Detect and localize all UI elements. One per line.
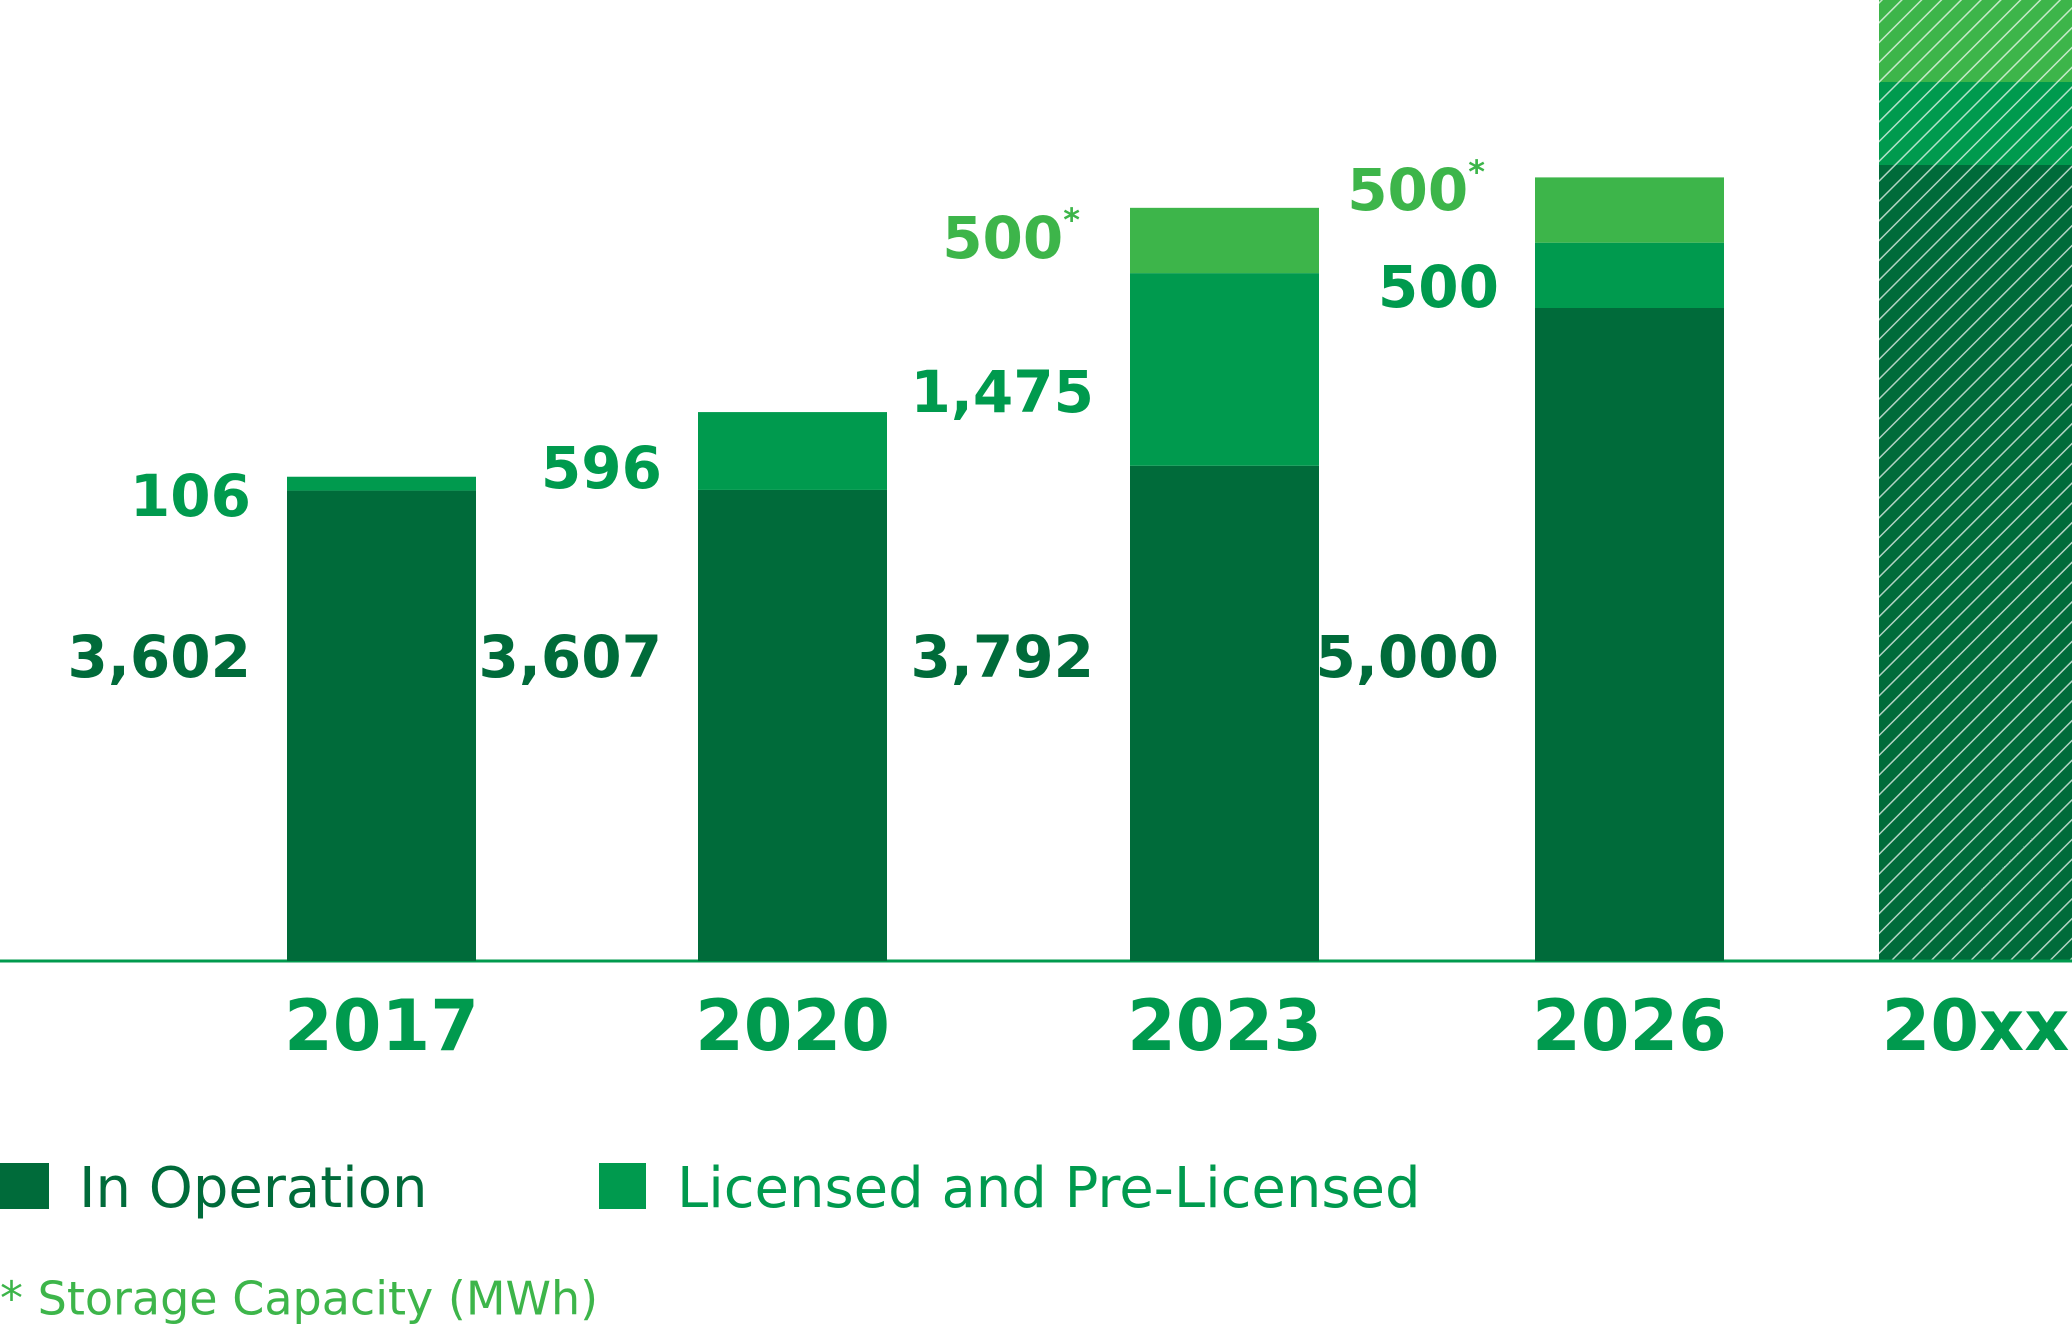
- value-label: 106: [130, 462, 251, 530]
- x-tick-label: 2023: [1127, 985, 1322, 1067]
- bar-segment: [287, 490, 476, 961]
- value-label-text: 5,000: [1316, 623, 1499, 691]
- value-label-text: 3,607: [479, 623, 662, 691]
- legend-label: In Operation: [79, 1156, 428, 1221]
- future-bar: [1879, 0, 2072, 961]
- footnote: * Storage Capacity (MWh): [0, 1272, 598, 1326]
- value-marker: *: [1468, 153, 1485, 191]
- x-tick-label: 2026: [1532, 985, 1727, 1067]
- value-label-text: 106: [130, 462, 251, 530]
- value-label-text: 500: [1347, 156, 1468, 224]
- value-label: 1,475: [911, 358, 1094, 426]
- value-label-text: 1,475: [911, 358, 1094, 426]
- x-tick-label: 2017: [284, 985, 479, 1067]
- value-label: 3,602: [68, 623, 251, 691]
- bar-segment: [1130, 273, 1319, 466]
- x-tick-label: 2020: [695, 985, 890, 1067]
- value-label: 500*: [1347, 153, 1485, 224]
- value-marker: *: [1063, 201, 1080, 239]
- bar-segment: [287, 476, 476, 491]
- bar-segment: [1130, 465, 1319, 961]
- legend-swatch: [599, 1163, 646, 1209]
- value-label-text: 3,602: [68, 623, 251, 691]
- value-label-text: 596: [541, 434, 662, 502]
- value-label-text: 500: [942, 204, 1063, 272]
- bar-segment: [1130, 207, 1319, 274]
- bar-segment: [698, 412, 887, 490]
- bar-segment: [1535, 177, 1724, 243]
- value-label: 596: [541, 434, 662, 502]
- legend-label: Licensed and Pre-Licensed: [677, 1156, 1421, 1221]
- bar-segment: [1535, 242, 1724, 308]
- value-label: 500*: [942, 201, 1080, 272]
- x-tick-label: 20xx: [1882, 985, 2070, 1067]
- bar-segment: [1535, 308, 1724, 961]
- value-label: 3,792: [911, 623, 1094, 691]
- bar-segment: [698, 489, 887, 961]
- value-label-text: 3,792: [911, 623, 1094, 691]
- value-label: 5,000: [1316, 623, 1499, 691]
- legend-swatch: [0, 1163, 49, 1209]
- value-label-text: 500: [1378, 253, 1499, 321]
- value-label: 3,607: [479, 623, 662, 691]
- value-label: 500: [1378, 253, 1499, 321]
